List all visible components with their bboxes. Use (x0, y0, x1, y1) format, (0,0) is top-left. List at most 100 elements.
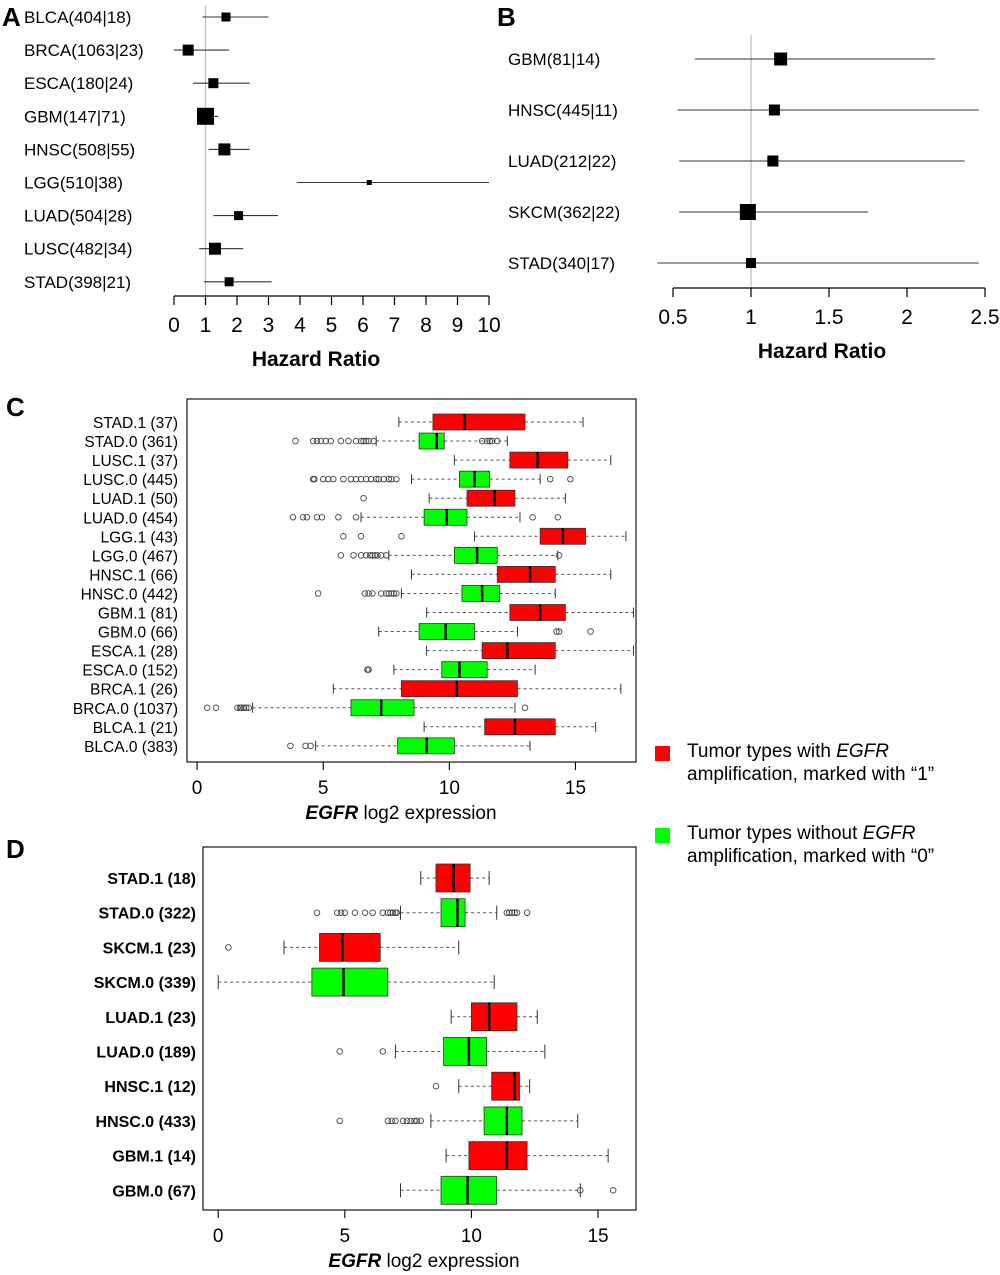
outlier-point (360, 494, 367, 502)
x-tick-label: 10 (477, 314, 500, 337)
row-label: LUAD(504|28) (24, 207, 132, 226)
outlier-point (330, 475, 337, 483)
iqr-box (418, 432, 445, 450)
category-label: HNSC.1 (66) (89, 567, 178, 584)
category-label: STAD.0 (322) (98, 906, 196, 923)
outlier-point (352, 475, 360, 483)
outlier-point (483, 437, 491, 445)
outlier-point (486, 437, 493, 445)
category-label: BLCA.1 (21) (93, 720, 178, 737)
iqr-box (509, 451, 569, 469)
category-label: LUAD.1 (23) (105, 1010, 196, 1027)
outlier-point (383, 552, 390, 559)
outlier-point (341, 909, 349, 916)
outlier-point (303, 514, 311, 521)
forest-plot-a: BLCA(404|18) BRCA(1063|23) ESCA(180|24) GBM… (24, 5, 501, 371)
iqr-box (440, 1175, 498, 1205)
legend-swatch-green (655, 828, 670, 843)
x-tick-label: 2 (901, 306, 913, 329)
panel-letter-a: A (2, 2, 21, 32)
iqr-box (483, 1106, 523, 1136)
category-label: ESCA.1 (28) (91, 644, 178, 661)
category-label: BRCA.0 (1037) (73, 701, 178, 718)
outlier-point (380, 475, 388, 483)
outlier-point (240, 704, 248, 712)
outlier-point (369, 590, 376, 597)
outlier-point (234, 704, 241, 712)
outlier-point (327, 437, 335, 445)
outlier-point (362, 475, 370, 483)
iqr-box (423, 508, 468, 526)
category-label: GBM.0 (67) (112, 1183, 196, 1200)
legend-green-line1: Tumor types without EGFR (687, 823, 916, 844)
iqr-box (350, 699, 415, 717)
x-tick-label: 15 (587, 1226, 608, 1247)
x-tick-label: 0 (213, 1226, 224, 1247)
category-label: STAD.1 (37) (93, 415, 178, 432)
category-label: ESCA.0 (152) (82, 663, 178, 680)
outlier-point (352, 437, 360, 445)
outlier-point (337, 437, 345, 445)
outlier-point (567, 475, 574, 483)
boxplot-c: STAD.1 (37) STAD.0 (361) LUSC.1 (37) LUSC.0… (73, 398, 637, 824)
outlier-point (383, 590, 390, 597)
outlier-point (377, 552, 385, 559)
hr-marker (739, 204, 756, 220)
outlier-point (352, 514, 360, 521)
outlier-point (336, 1117, 343, 1125)
outlier-point (587, 628, 594, 635)
x-tick-label: 5 (340, 1226, 351, 1247)
outlier-point (362, 437, 370, 445)
x-tick-label: 1 (200, 314, 212, 337)
outlier-point (309, 437, 317, 445)
x-tick-label: 9 (452, 314, 464, 337)
outlier-point (393, 475, 400, 483)
category-label: BRCA.1 (26) (90, 682, 178, 699)
outlier-point (372, 475, 380, 483)
row-label: GBM(81|14) (508, 50, 600, 69)
outlier-point (212, 704, 220, 712)
row-label: HNSC(445|11) (508, 101, 618, 120)
hr-marker (208, 78, 219, 89)
outlier-point (478, 437, 486, 445)
category-label: GBM.0 (66) (98, 625, 178, 642)
category-label: GBM.1 (14) (112, 1149, 196, 1166)
outlier-point (366, 552, 374, 559)
category-label: GBM.1 (81) (98, 606, 178, 623)
outlier-point (370, 437, 377, 445)
outlier-point (399, 1117, 407, 1125)
x-tick-label: 2.5 (970, 306, 999, 329)
outlier-point (377, 590, 385, 597)
outlier-point (529, 514, 536, 521)
outlier-point (388, 1117, 395, 1125)
outlier-point (494, 437, 501, 445)
outlier-point (365, 437, 372, 445)
outlier-point (432, 1082, 440, 1090)
category-label: HNSC.0 (433) (96, 1114, 196, 1131)
outlier-point (555, 552, 563, 559)
category-label: LUSC.0 (445) (83, 472, 178, 489)
outlier-point (243, 704, 250, 712)
outlier-point (371, 552, 379, 559)
category-label: STAD.1 (18) (107, 871, 196, 888)
boxplot-d: STAD.1 (18) STAD.0 (322) SKCM.1 (23) SKCM.0… (94, 846, 637, 1272)
x-tick-label: 1.5 (814, 306, 843, 329)
hr-marker (208, 242, 221, 255)
iqr-box (432, 413, 526, 431)
category-label: LGG.0 (467) (92, 548, 178, 565)
outlier-point (385, 475, 393, 483)
outlier-point (357, 475, 365, 483)
outlier-point (393, 909, 400, 916)
outlier-point (302, 742, 309, 750)
outlier-point (413, 1117, 421, 1125)
outlier-point (546, 475, 554, 483)
iqr-box (440, 898, 466, 928)
outlier-point (360, 437, 367, 445)
outlier-point (508, 909, 516, 916)
category-label: LUAD.0 (189) (96, 1045, 196, 1062)
outlier-point (398, 533, 405, 540)
hr-marker (774, 52, 788, 66)
iqr-box (401, 680, 518, 698)
row-label: LUSC(482|34) (24, 240, 132, 259)
outlier-point (340, 533, 347, 540)
